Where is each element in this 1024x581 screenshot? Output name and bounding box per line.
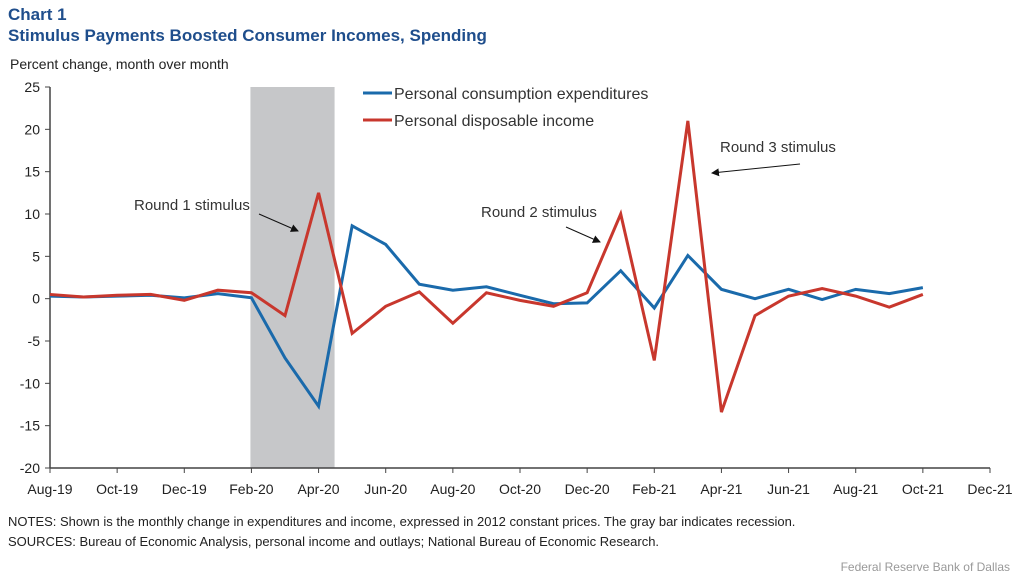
annotation-arrow — [258, 213, 299, 232]
x-tick-label: Oct-21 — [902, 481, 944, 497]
annotation-label: Round 3 stimulus — [720, 139, 836, 156]
chart-number: Chart 1 — [8, 5, 67, 24]
x-tick-label: Oct-20 — [499, 481, 541, 497]
x-tick-label: Aug-20 — [430, 481, 475, 497]
x-tick-label: Jun-20 — [364, 481, 407, 497]
y-tick-label: 15 — [24, 164, 40, 180]
y-tick-label: 5 — [32, 248, 40, 264]
x-tick-label: Apr-20 — [298, 481, 340, 497]
x-tick-label: Jun-21 — [767, 481, 810, 497]
annotation-label: Round 1 stimulus — [134, 197, 250, 214]
series-line-consumption — [49, 223, 924, 410]
y-tick-label: 10 — [24, 206, 40, 222]
annotation-arrow — [711, 163, 801, 177]
x-tick-label: Feb-21 — [632, 481, 677, 497]
notes-text: NOTES: Shown is the monthly change in ex… — [8, 514, 796, 529]
x-tick-label: Apr-21 — [700, 481, 742, 497]
chart-title: Stimulus Payments Boosted Consumer Incom… — [8, 26, 487, 45]
y-tick-label: -15 — [20, 418, 40, 434]
y-tick-label: -20 — [20, 460, 40, 476]
y-tick-label: 0 — [32, 291, 40, 307]
credit-text: Federal Reserve Bank of Dallas — [840, 560, 1010, 574]
y-axis-label: Percent change, month over month — [10, 56, 229, 72]
annotation-arrow — [565, 226, 601, 243]
x-tick-label: Aug-19 — [27, 481, 72, 497]
x-tick-label: Feb-20 — [229, 481, 274, 497]
x-tick-label: Oct-19 — [96, 481, 138, 497]
legend-label: Personal disposable income — [394, 113, 594, 130]
recession-shading — [250, 87, 335, 468]
y-tick-label: -5 — [28, 333, 41, 349]
x-tick-label: Dec-19 — [162, 481, 207, 497]
sources-text: SOURCES: Bureau of Economic Analysis, pe… — [8, 534, 660, 549]
x-tick-label: Aug-21 — [833, 481, 878, 497]
y-tick-label: 20 — [24, 121, 40, 137]
legend-label: Personal consumption expenditures — [394, 86, 648, 103]
y-tick-label: -10 — [20, 375, 40, 391]
x-tick-label: Dec-21 — [967, 481, 1012, 497]
chart-plot: 25 20 15 10 5 0 -5 -10 -15 -20 Aug-19 Oct-19 Dec-19 F… — [20, 79, 1013, 497]
x-tick-label: Dec-20 — [565, 481, 610, 497]
y-tick-label: 25 — [24, 79, 40, 95]
annotation-label: Round 2 stimulus — [481, 204, 597, 221]
